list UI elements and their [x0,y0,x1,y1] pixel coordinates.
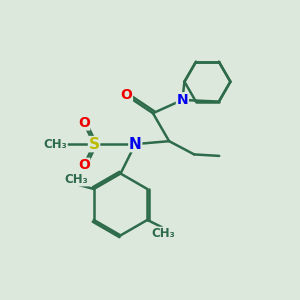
Text: CH₃: CH₃ [43,138,67,151]
Text: O: O [78,158,90,172]
Text: O: O [121,88,132,102]
Text: CH₃: CH₃ [64,173,88,186]
Text: N: N [177,93,188,107]
Text: O: O [78,116,90,130]
Text: N: N [177,93,188,107]
Text: N: N [129,136,142,152]
Text: CH₃: CH₃ [152,227,176,240]
Text: S: S [88,136,100,152]
